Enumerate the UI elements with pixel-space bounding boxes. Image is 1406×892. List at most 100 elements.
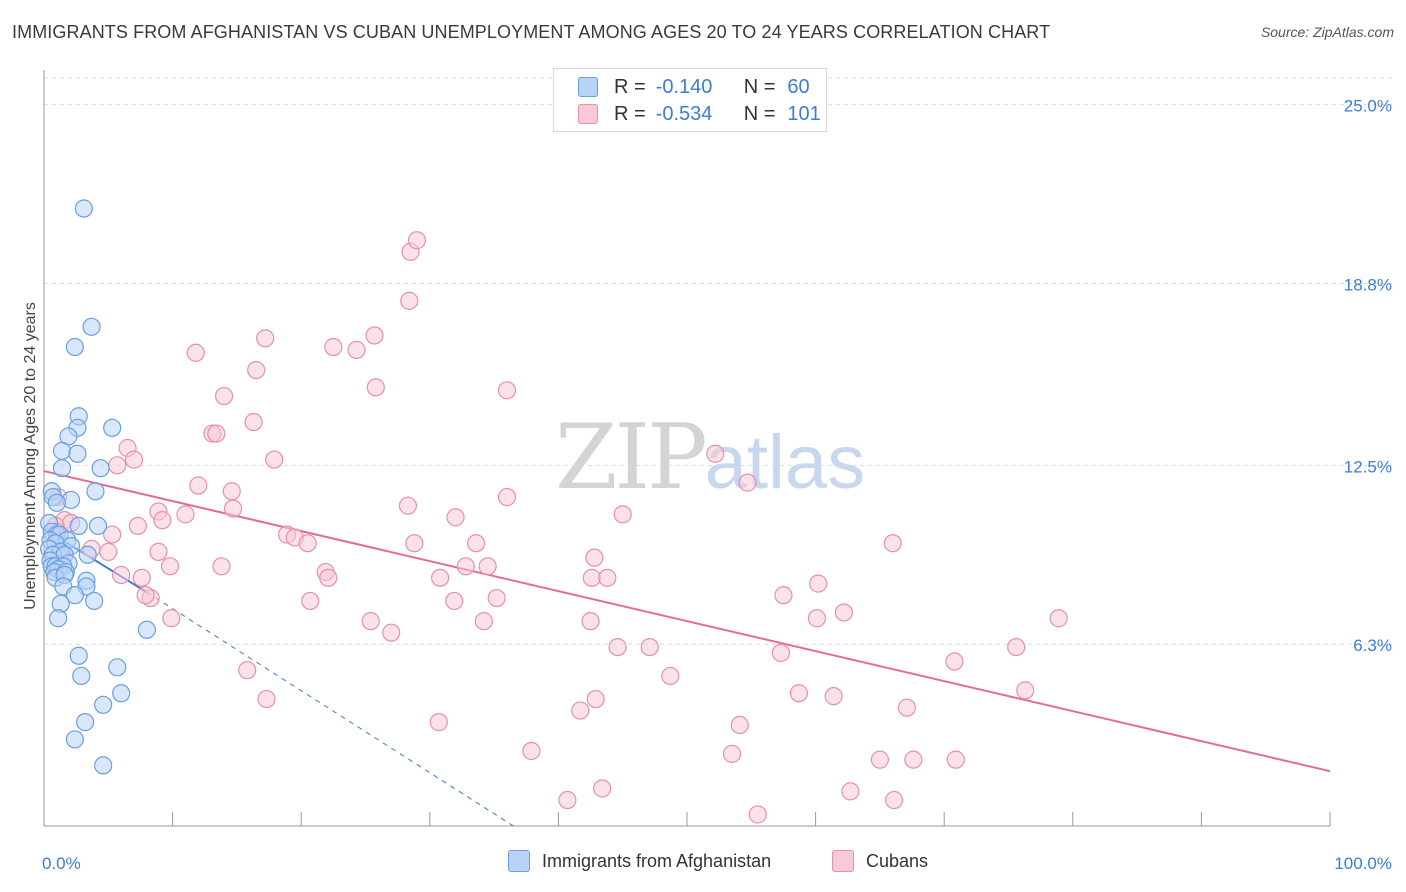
legend-r-label: R =: [614, 75, 646, 98]
point-cubans: [497, 381, 517, 400]
point-cubans: [771, 643, 790, 662]
legend-swatch-cubans: [832, 850, 854, 872]
point-cubans: [298, 534, 317, 553]
point-cubans: [1007, 637, 1026, 657]
point-cubans: [222, 482, 241, 501]
legend-r-value: -0.140: [655, 75, 713, 98]
point-cubans: [446, 508, 465, 527]
axes: [43, 70, 1331, 827]
legend-label-cubans: Cubans: [866, 850, 929, 871]
point-afghanistan: [86, 482, 105, 501]
point-cubans: [582, 568, 601, 587]
point-cubans: [256, 329, 275, 348]
watermark: ZIPatlas: [555, 405, 865, 510]
point-afghanistan: [65, 586, 84, 605]
trendline-afghanistan-extension: [146, 591, 514, 827]
point-cubans: [347, 340, 366, 359]
point-cubans: [128, 516, 147, 536]
legend-swatch-cubans: [578, 104, 598, 124]
point-cubans: [207, 424, 226, 443]
point-cubans: [430, 568, 450, 587]
watermark-atlas: atlas: [704, 420, 866, 505]
y-tick-label: 18.8%: [1344, 276, 1392, 295]
point-afghanistan: [72, 666, 91, 686]
point-cubans: [598, 568, 617, 587]
point-afghanistan: [108, 658, 127, 677]
point-cubans: [247, 360, 266, 380]
source-label: Source: ZipAtlas.com: [1260, 24, 1394, 40]
point-cubans: [365, 326, 384, 345]
point-cubans: [176, 505, 195, 524]
point-cubans: [904, 750, 923, 769]
point-afghanistan: [69, 516, 88, 536]
chart-title: IMMIGRANTS FROM AFGHANISTAN VS CUBAN UNE…: [12, 22, 1051, 42]
legend-item-cubans: Cubans: [832, 850, 928, 872]
point-cubans: [522, 741, 541, 761]
point-cubans: [946, 750, 965, 769]
point-cubans: [661, 666, 680, 686]
point-cubans: [429, 713, 448, 732]
point-cubans: [398, 496, 418, 515]
point-cubans: [722, 744, 742, 763]
legend-row-cubans: R = -0.534 N = 101: [578, 100, 821, 128]
point-cubans: [593, 779, 612, 798]
y-tick-label: 12.5%: [1344, 457, 1392, 476]
point-cubans: [841, 782, 860, 801]
legend-n-value: 60: [787, 75, 810, 98]
point-cubans: [945, 652, 964, 671]
y-tick-label: 6.3%: [1353, 636, 1392, 655]
point-cubans: [1049, 609, 1068, 628]
point-cubans: [160, 557, 180, 576]
point-afghanistan: [49, 609, 68, 628]
point-cubans: [162, 609, 181, 628]
point-cubans: [497, 487, 517, 507]
point-cubans: [1016, 681, 1035, 700]
point-cubans: [730, 715, 749, 735]
point-cubans: [212, 557, 231, 576]
point-afghanistan: [52, 459, 72, 478]
point-cubans: [478, 557, 497, 576]
legend-swatch-afghanistan: [578, 77, 598, 97]
point-cubans: [223, 499, 243, 518]
x-tick-label: 100.0%: [1334, 854, 1392, 873]
point-afghanistan: [112, 684, 131, 703]
tick-labels: 6.3% 12.5% 18.8% 25.0% 0.0% 100.0%: [42, 97, 1392, 873]
point-cubans: [487, 588, 506, 608]
legend-item-afghanistan: Immigrants from Afghanistan: [508, 850, 771, 872]
point-cubans: [108, 456, 127, 475]
point-cubans: [214, 386, 234, 406]
point-cubans: [807, 609, 826, 628]
point-cubans: [884, 790, 904, 810]
point-cubans: [466, 534, 486, 553]
point-cubans: [186, 343, 205, 362]
point-afghanistan: [88, 516, 108, 536]
point-cubans: [400, 291, 419, 310]
point-cubans: [809, 574, 828, 593]
point-cubans: [189, 476, 208, 495]
point-cubans: [244, 412, 263, 432]
point-cubans: [456, 557, 475, 576]
point-cubans: [870, 750, 890, 769]
point-cubans: [265, 450, 284, 469]
point-cubans: [789, 684, 808, 703]
point-cubans: [834, 603, 853, 622]
point-afghanistan: [68, 444, 87, 463]
point-cubans: [361, 612, 380, 631]
point-cubans: [706, 444, 725, 463]
point-afghanistan: [78, 545, 97, 564]
point-cubans: [153, 511, 172, 530]
point-cubans: [407, 231, 427, 250]
point-afghanistan: [76, 713, 95, 732]
legend-swatch-afghanistan: [508, 850, 530, 872]
point-cubans: [136, 586, 155, 605]
point-cubans: [319, 568, 338, 587]
legend-r-value: -0.534: [655, 102, 713, 125]
point-cubans: [824, 687, 843, 706]
point-afghanistan: [65, 337, 84, 357]
point-cubans: [738, 473, 757, 492]
trend-lines: [43, 470, 1331, 827]
point-cubans: [149, 542, 168, 561]
legend-r-label: R =: [614, 102, 646, 125]
point-cubans: [474, 612, 493, 631]
